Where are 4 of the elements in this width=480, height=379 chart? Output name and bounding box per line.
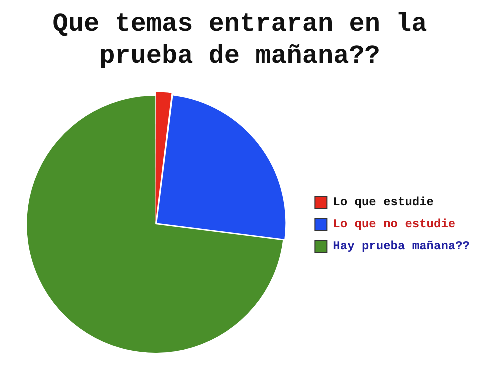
- legend-label: Hay prueba mañana??: [333, 240, 470, 254]
- legend-label: Lo que no estudie: [333, 218, 456, 232]
- legend-label: Lo que estudie: [333, 196, 434, 210]
- chart-title: Que temas entraran en la prueba de mañana??: [52, 8, 428, 72]
